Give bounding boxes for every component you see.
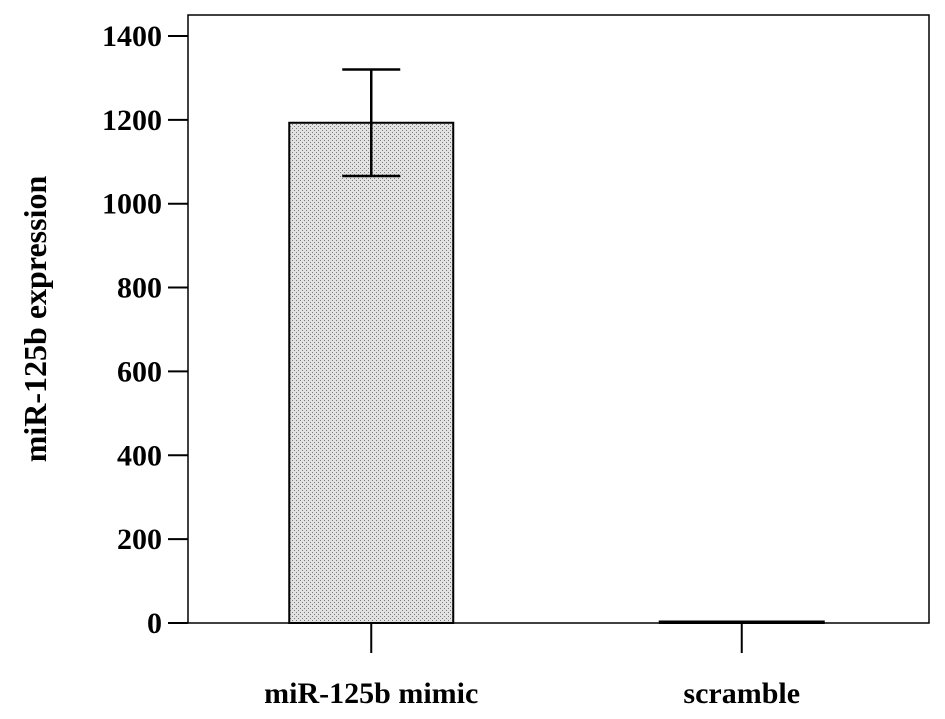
x-category-label-1: miR-125b mimic — [264, 677, 478, 710]
plot-frame — [187, 14, 930, 624]
bar-2 — [658, 620, 825, 624]
y-tick-label-600: 600 — [117, 355, 162, 388]
y-axis: 0 200 400 600 800 1000 1200 1400 — [102, 20, 188, 640]
x-category-label-2: scramble — [683, 677, 800, 710]
y-tick-label-400: 400 — [117, 439, 162, 472]
y-tick-label-1000: 1000 — [102, 188, 162, 221]
y-tick-label-200: 200 — [117, 523, 162, 556]
x-axis: miR-125b mimic scramble — [264, 623, 800, 710]
y-axis-label: miR-125b expression — [17, 176, 53, 463]
bar-1 — [288, 121, 455, 624]
y-tick-label-1200: 1200 — [102, 104, 162, 137]
y-tick-label-0: 0 — [147, 607, 162, 640]
y-tick-label-800: 800 — [117, 272, 162, 305]
bars-group — [288, 68, 825, 624]
y-tick-label-1400: 1400 — [102, 20, 162, 53]
